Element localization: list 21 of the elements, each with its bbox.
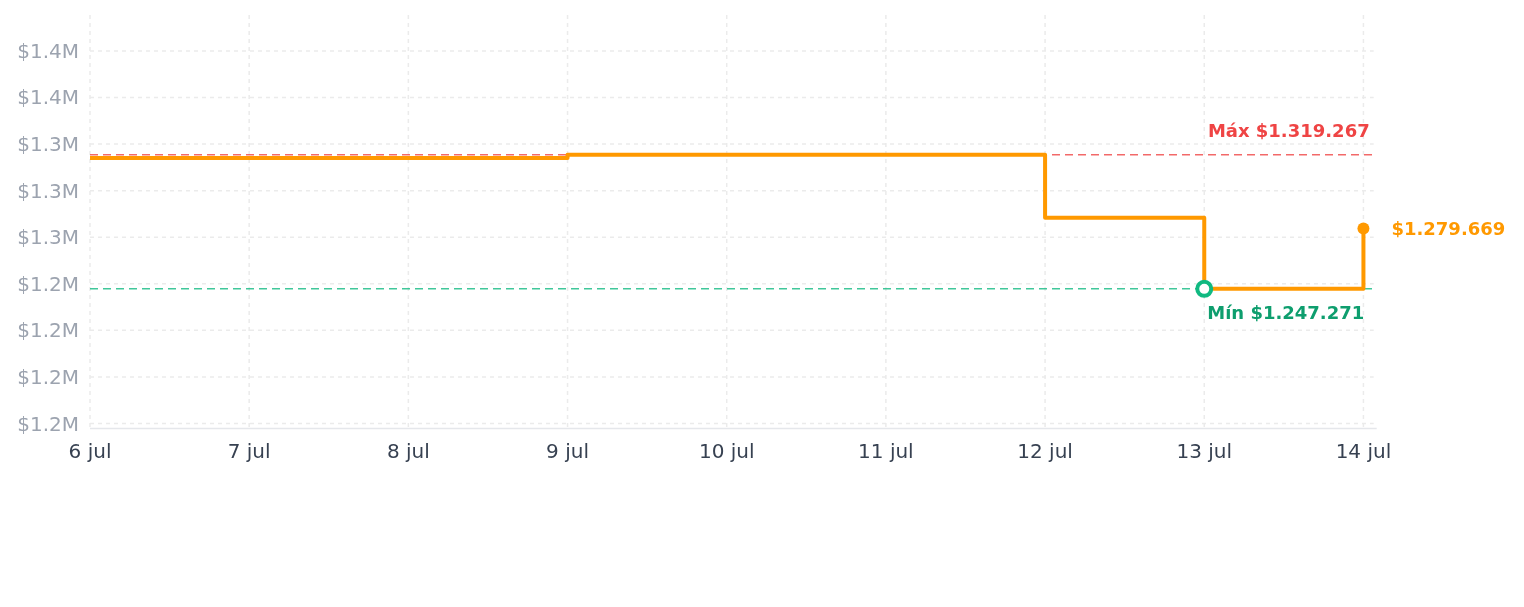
y-tick-label: $1.3M [17, 225, 79, 250]
y-tick-label: $1.4M [17, 85, 79, 110]
x-tick-label: 13 jul [1176, 438, 1233, 463]
ref-line-label: Máx $1.319.267 [1207, 119, 1370, 141]
x-tick-label: 14 jul [1335, 438, 1392, 463]
y-tick-label: $1.2M [17, 318, 79, 343]
x-tick-label: 6 jul [68, 438, 112, 463]
data-label: $1.279.669 [1391, 217, 1506, 239]
x-tick-label: 10 jul [698, 438, 755, 463]
y-tick-label: $1.3M [17, 178, 79, 203]
x-tick-label: 9 jul [546, 438, 589, 463]
y-tick-label: $1.2M [17, 364, 79, 389]
y-tick-label: $1.2M [17, 411, 79, 436]
x-tick-label: 12 jul [1017, 438, 1073, 463]
y-tick-label: $1.2M [17, 271, 79, 296]
y-tick-label: $1.4M [17, 38, 79, 63]
y-tick-label: $1.3M [17, 132, 79, 157]
x-tick-label: 11 jul [858, 438, 914, 463]
x-tick-label: 8 jul [386, 438, 430, 463]
annotation: Mín $1.247.271 [1207, 301, 1365, 323]
x-tick-label: 7 jul [227, 438, 271, 463]
